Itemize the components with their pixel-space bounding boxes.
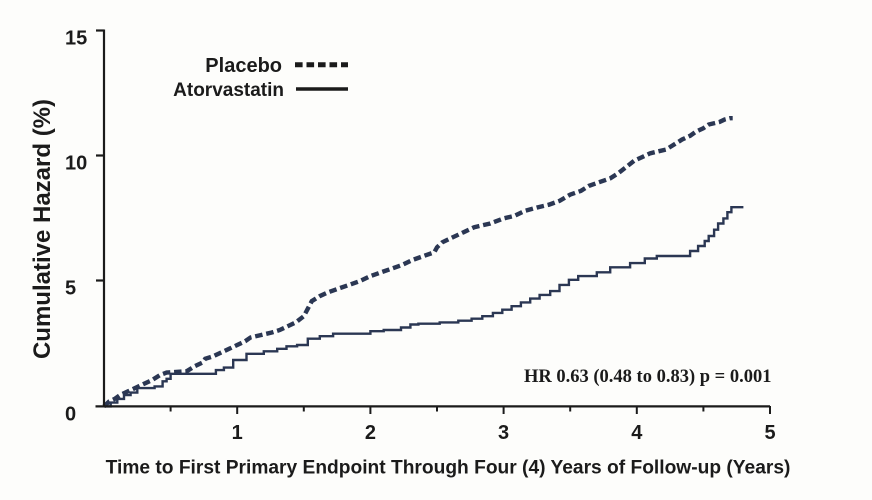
svg-text:Placebo: Placebo <box>205 55 282 77</box>
svg-text:Atorvastatin: Atorvastatin <box>173 80 284 101</box>
svg-text:2: 2 <box>365 422 376 444</box>
svg-text:10: 10 <box>65 153 87 175</box>
svg-text:Cumulative Hazard (%): Cumulative Hazard (%) <box>29 99 56 359</box>
svg-text:3: 3 <box>498 422 509 444</box>
svg-text:15: 15 <box>65 28 87 50</box>
svg-text:HR 0.63 (0.48 to 0.83) p = 0.0: HR 0.63 (0.48 to 0.83) p = 0.001 <box>524 367 771 387</box>
svg-text:1: 1 <box>232 422 243 444</box>
svg-text:4: 4 <box>631 422 643 444</box>
svg-text:Time to First Primary Endpoint: Time to First Primary Endpoint Through F… <box>106 458 791 479</box>
svg-text:0: 0 <box>65 404 76 426</box>
svg-text:5: 5 <box>65 278 76 300</box>
svg-text:5: 5 <box>764 422 775 444</box>
